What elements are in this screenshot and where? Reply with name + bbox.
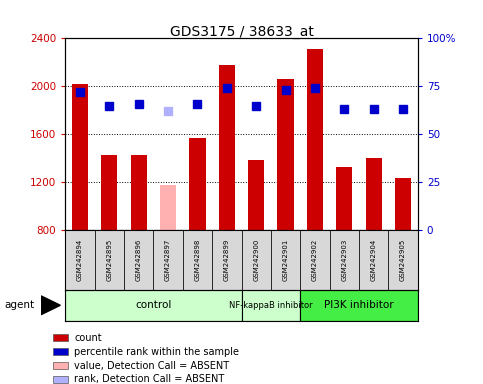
Bar [130,155,147,230]
Text: GSM242898: GSM242898 [195,239,200,281]
Text: GSM242894: GSM242894 [77,239,83,281]
Bar [65,230,95,290]
Bar [53,376,68,383]
Text: GSM242900: GSM242900 [253,239,259,281]
Text: GDS3175 / 38633_at: GDS3175 / 38633_at [170,25,313,39]
Bar [53,348,68,356]
Bar [336,167,353,230]
Bar [189,138,205,230]
Bar [300,230,329,290]
Bar [242,290,300,321]
Bar [160,185,176,230]
Bar [366,158,382,230]
Text: GSM242899: GSM242899 [224,239,230,281]
Text: GSM242903: GSM242903 [341,239,347,281]
Text: GSM242902: GSM242902 [312,239,318,281]
Bar [72,84,88,230]
Bar [212,230,242,290]
Bar [124,230,154,290]
Bar [271,230,300,290]
Bar [395,177,411,230]
Bar [95,230,124,290]
Text: value, Detection Call = ABSENT: value, Detection Call = ABSENT [74,361,229,371]
Bar [329,230,359,290]
Text: count: count [74,333,102,343]
Polygon shape [41,296,60,315]
Text: agent: agent [5,300,35,310]
Text: GSM242895: GSM242895 [106,239,112,281]
Bar [300,290,418,321]
Text: PI3K inhibitor: PI3K inhibitor [324,300,394,310]
Bar [183,230,212,290]
Text: rank, Detection Call = ABSENT: rank, Detection Call = ABSENT [74,374,225,384]
Bar [248,160,264,230]
Text: GSM242904: GSM242904 [371,239,377,281]
Bar [154,230,183,290]
Bar [388,230,418,290]
Text: control: control [135,300,171,310]
Bar [242,230,271,290]
Text: percentile rank within the sample: percentile rank within the sample [74,347,239,357]
Text: NF-kappaB inhibitor: NF-kappaB inhibitor [229,301,313,310]
Bar [278,79,294,230]
Bar [219,65,235,230]
Text: GSM242905: GSM242905 [400,239,406,281]
Bar [307,49,323,230]
Bar [359,230,388,290]
Text: GSM242896: GSM242896 [136,239,142,281]
Text: GSM242901: GSM242901 [283,239,288,281]
Bar [101,155,117,230]
Text: GSM242897: GSM242897 [165,239,171,281]
Bar [53,362,68,369]
Bar [53,334,68,341]
Bar [65,290,242,321]
